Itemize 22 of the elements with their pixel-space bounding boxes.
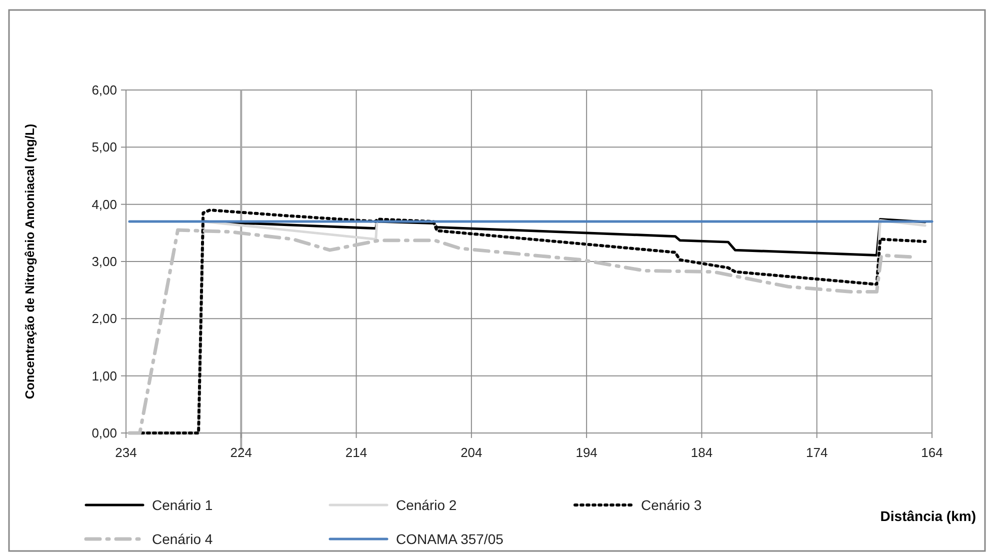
x-tick-label: 164 [921,445,943,460]
y-tick-label: 5,00 [92,140,117,155]
x-tick-label: 174 [806,445,828,460]
legend-label: Cenário 3 [641,496,702,513]
legend-label: CONAMA 357/05 [396,530,504,547]
legend-label: Cenário 4 [152,530,213,547]
y-tick-label: 1,00 [92,368,117,384]
x-tick-label: 204 [460,445,482,460]
x-tick-label: 224 [230,445,252,460]
legend-label: Cenário 2 [396,496,457,513]
y-tick-label: 2,00 [92,311,117,326]
y-tick-label: 4,00 [92,196,117,212]
y-tick-label: 0,00 [92,426,117,441]
x-axis-title: Distância (km) [880,508,976,524]
y-axis-title: Concentração de Nitrogênio Amoniacal (mg/L) [23,124,37,400]
x-tick-label: 184 [690,445,713,460]
x-tick-label: 194 [576,445,598,460]
y-tick-label: 3,00 [92,254,117,270]
x-tick-label: 214 [345,445,368,460]
y-tick-label: 6,00 [92,82,117,98]
x-tick-label: 234 [115,445,137,460]
legend-label: Cenário 1 [152,496,213,513]
